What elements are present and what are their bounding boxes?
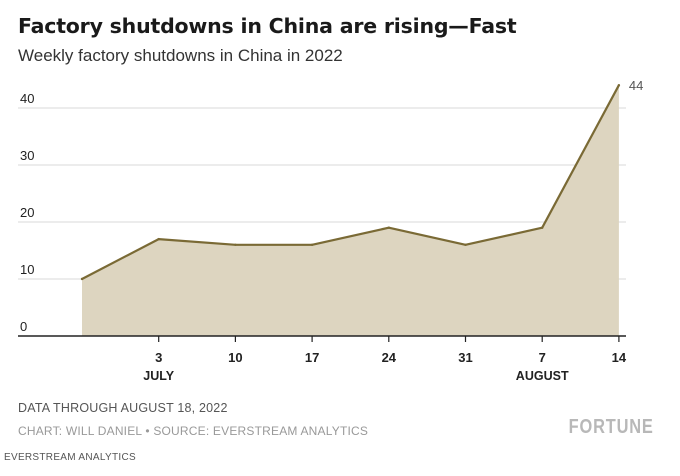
data-point-2	[234, 243, 237, 246]
y-tick-label-30: 30	[20, 148, 34, 163]
source-tag: EVERSTREAM ANALYTICS	[4, 452, 136, 463]
y-tick-label-10: 10	[20, 262, 34, 277]
chart-credit: CHART: WILL DANIEL • SOURCE: EVERSTREAM …	[18, 424, 369, 438]
x-tick-label-14: 14	[612, 350, 627, 365]
data-point-3	[310, 243, 314, 246]
x-tick-label-24: 24	[382, 350, 397, 365]
chart-title: Factory shutdowns in China are rising—Fa…	[18, 14, 517, 38]
area-fill	[82, 85, 619, 336]
data-point-6	[541, 226, 544, 229]
x-tick-label-10: 10	[228, 350, 242, 365]
month-label-august: AUGUST	[516, 369, 569, 383]
y-tick-label-20: 20	[20, 205, 34, 220]
x-tick-label-7: 7	[539, 350, 546, 365]
data-point-4	[387, 226, 390, 229]
chart-subtitle: Weekly factory shutdowns in China in 202…	[18, 46, 343, 65]
x-tick-label-3: 3	[155, 350, 162, 365]
last-value-label: 44	[629, 78, 643, 93]
series-line	[81, 84, 620, 280]
fortune-logo: FORTUNE	[568, 416, 654, 438]
data-point-7	[617, 84, 621, 87]
month-label-july: JULY	[143, 369, 174, 383]
y-tick-label-0: 0	[20, 319, 27, 334]
data-point-1	[157, 237, 160, 241]
x-tick-label-17: 17	[305, 350, 319, 365]
x-tick-label-31: 31	[458, 350, 472, 365]
area-chart: 0 10 20 30 40 3 10 17 24 31 7 14 JULY AUGUST 44	[18, 78, 643, 383]
y-tick-label-40: 40	[20, 91, 34, 106]
data-point-0	[80, 277, 84, 281]
data-note: DATA THROUGH AUGUST 18, 2022	[18, 401, 228, 415]
data-point-5	[464, 243, 467, 246]
